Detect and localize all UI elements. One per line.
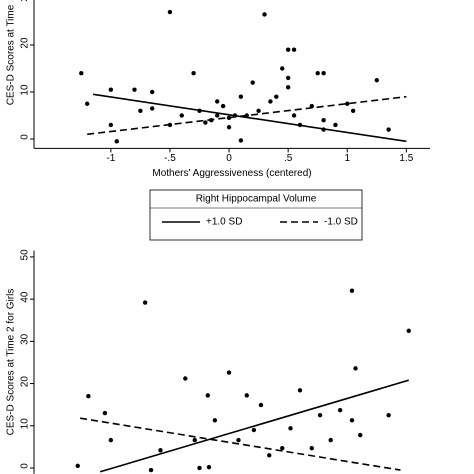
data-point	[205, 393, 210, 398]
data-point	[220, 103, 226, 109]
data-point	[353, 366, 358, 371]
y-tick-label: 30	[20, 0, 31, 2]
fit-line	[87, 95, 407, 136]
data-point	[337, 407, 343, 413]
legend-title: Right Hippocampal Volume	[196, 194, 317, 205]
data-point	[285, 47, 291, 52]
data-point	[183, 376, 188, 381]
data-point	[262, 12, 267, 17]
data-point	[280, 66, 285, 71]
fit-line	[92, 93, 407, 143]
data-point	[148, 467, 154, 473]
data-point	[215, 99, 220, 104]
data-point	[274, 94, 279, 99]
data-point	[75, 463, 80, 469]
data-point	[268, 99, 273, 104]
data-point	[309, 445, 314, 451]
data-point	[108, 87, 114, 92]
data-point	[386, 127, 391, 132]
data-point	[267, 453, 272, 458]
data-point	[374, 78, 380, 83]
data-point	[215, 113, 220, 118]
x-tick-label: -.5	[164, 153, 176, 164]
data-point	[102, 410, 108, 416]
data-point	[315, 71, 320, 76]
data-point	[158, 448, 163, 453]
data-point	[238, 94, 244, 99]
data-point	[142, 300, 148, 305]
y-tick-label: 20	[20, 376, 31, 388]
data-point	[150, 89, 155, 95]
data-point	[251, 427, 257, 433]
data-point	[321, 118, 326, 123]
data-point	[108, 437, 114, 443]
legend-box	[149, 189, 363, 241]
y-tick-label: 0	[20, 134, 31, 140]
y-tick-label: 10	[20, 84, 31, 96]
data-point	[333, 122, 338, 128]
data-point	[288, 426, 293, 431]
data-point	[349, 288, 355, 293]
data-point	[386, 413, 391, 418]
y-axis-title: CES-D Scores at Time 2 for Girls	[6, 289, 17, 436]
data-point	[167, 9, 173, 15]
fit-line	[79, 417, 401, 471]
data-point	[358, 432, 363, 438]
data-point	[349, 418, 355, 423]
y-tick-label: 10	[20, 418, 31, 430]
data-point	[206, 464, 212, 470]
data-point	[197, 465, 202, 471]
y-tick-label: 30	[20, 333, 31, 345]
legend-label: -1.0 SD	[324, 217, 358, 228]
data-point	[321, 71, 326, 76]
data-point	[86, 394, 91, 399]
data-point	[350, 108, 356, 114]
x-tick-label: -1	[106, 153, 115, 164]
data-point	[108, 122, 114, 128]
x-tick-label: .5	[284, 153, 293, 164]
data-point	[291, 47, 297, 52]
data-point	[258, 402, 264, 408]
data-point	[79, 71, 84, 76]
data-point	[84, 101, 90, 106]
data-point	[191, 71, 196, 76]
x-axis-title: Mothers' Aggressiveness (centered)	[152, 168, 311, 179]
data-point	[406, 328, 411, 334]
data-point	[226, 370, 232, 375]
y-tick-label: 50	[20, 249, 31, 261]
data-point	[297, 388, 303, 393]
data-point	[328, 437, 333, 443]
data-point	[285, 75, 291, 81]
data-point	[236, 437, 241, 443]
data-point	[132, 87, 137, 92]
y-tick-label: 40	[20, 291, 31, 303]
x-tick-label: 0	[226, 153, 232, 164]
y-axis-title: CES-D Scores at Time	[6, 4, 17, 105]
data-point	[212, 418, 218, 423]
data-point	[114, 139, 119, 144]
data-point	[244, 393, 249, 398]
data-point	[291, 113, 297, 118]
data-point	[280, 445, 285, 451]
y-tick-label: 0	[20, 463, 31, 469]
data-point	[250, 80, 255, 85]
fit-line	[99, 379, 409, 473]
x-tick-label: 1.5	[399, 153, 413, 164]
data-point	[150, 106, 155, 111]
data-point	[256, 108, 261, 114]
data-point	[345, 101, 350, 106]
data-point	[226, 125, 232, 130]
data-point	[192, 437, 197, 443]
data-point	[138, 108, 143, 114]
data-point	[238, 138, 244, 143]
data-point	[203, 120, 208, 125]
y-tick-label: 20	[20, 37, 31, 49]
x-tick-label: 1	[344, 153, 350, 164]
legend-label: +1.0 SD	[206, 217, 242, 228]
data-point	[179, 113, 184, 118]
data-point	[317, 413, 323, 418]
data-point	[285, 85, 291, 90]
